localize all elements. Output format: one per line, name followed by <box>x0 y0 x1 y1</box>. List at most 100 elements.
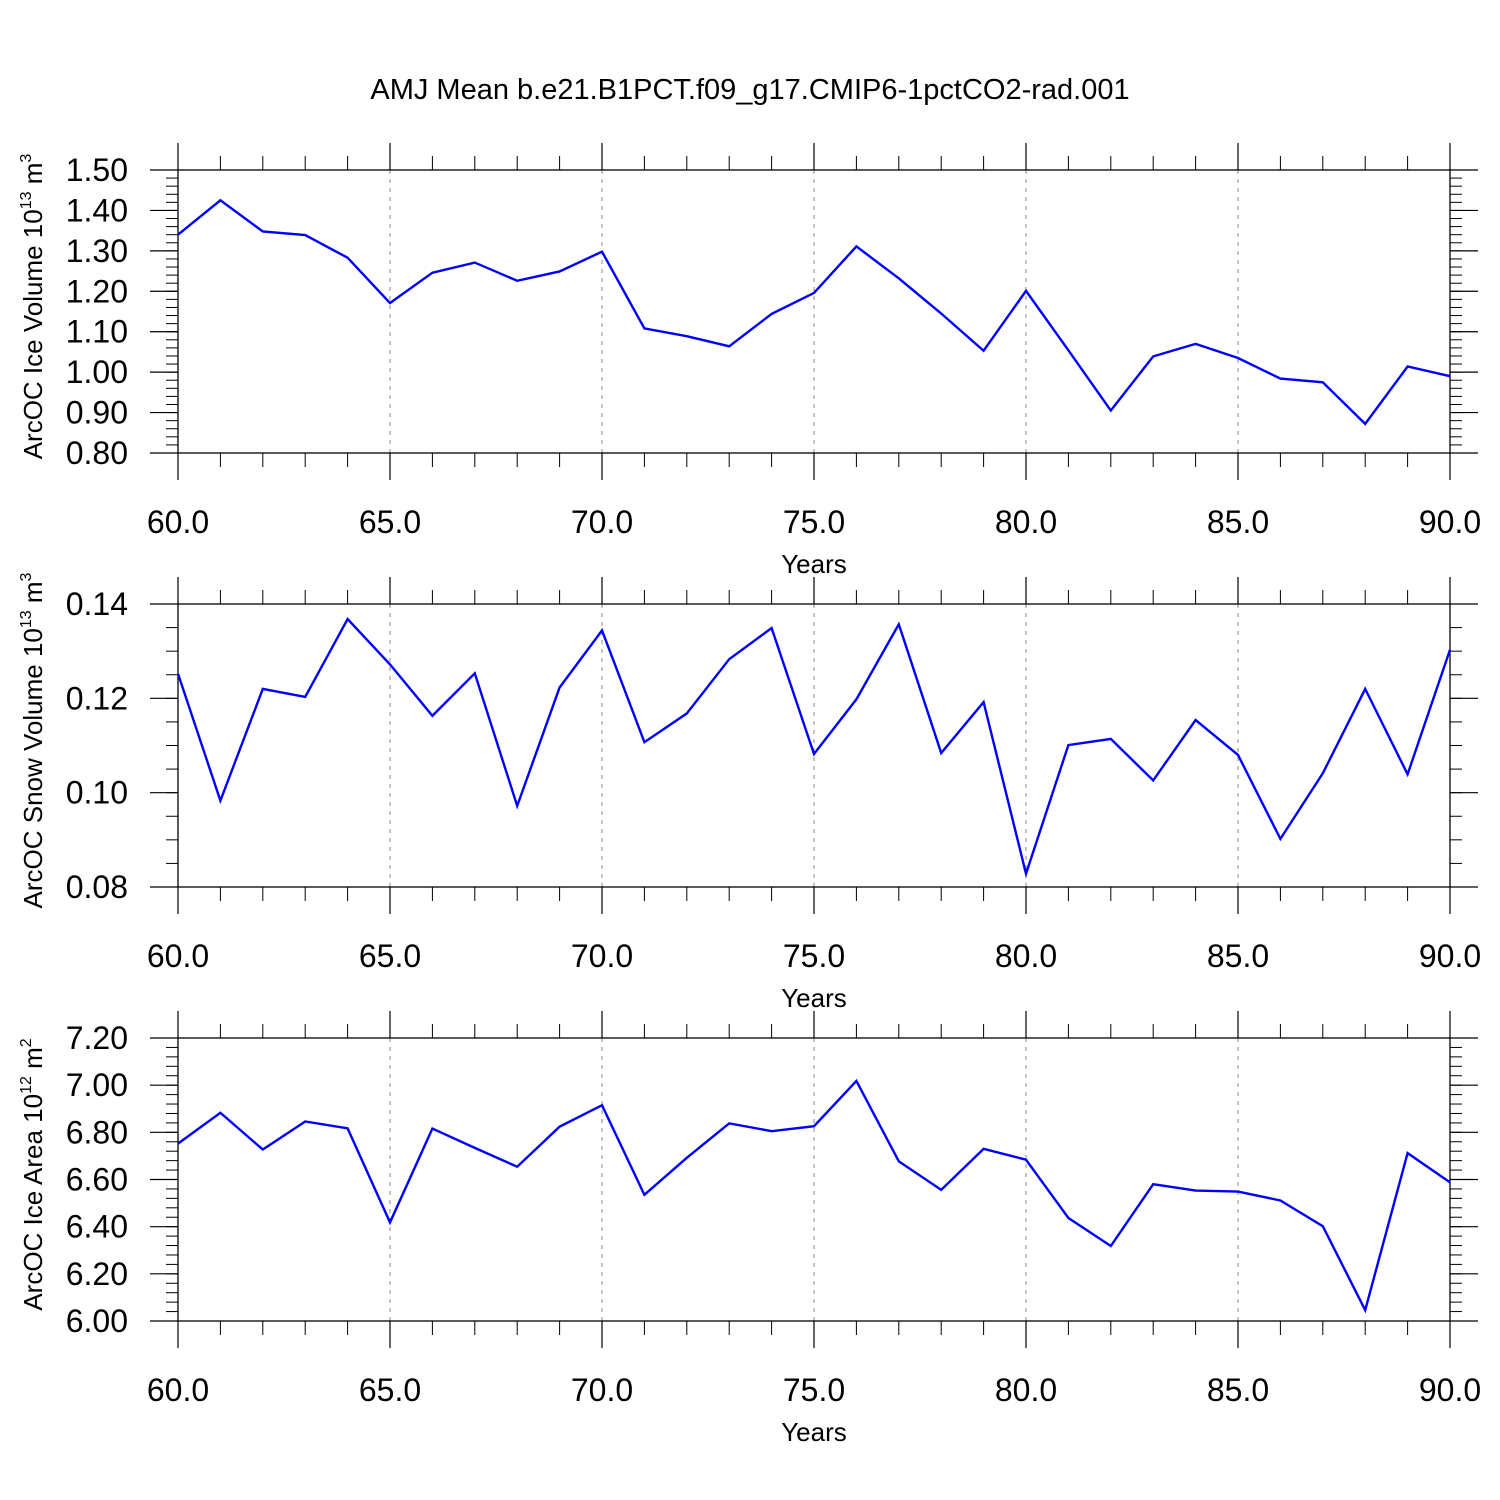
y-axis-label: ArcOC Ice Volume 1013 m3 <box>18 154 48 460</box>
data-point <box>1363 422 1367 426</box>
x-tick-label: 75.0 <box>783 938 845 974</box>
y-tick-label: 6.80 <box>66 1114 128 1150</box>
x-tick-label: 85.0 <box>1207 1372 1269 1408</box>
chart-panel-3: 60.0 65.0 70.0 75.0 80.0 85.0 90.0 6.00 6.20 6.40… <box>18 1011 1481 1447</box>
y-tick-label: 0.12 <box>66 680 128 716</box>
data-point <box>812 1124 816 1128</box>
data-point <box>261 229 265 233</box>
x-tick-label: 85.0 <box>1207 504 1269 540</box>
y-tick-label: 0.90 <box>66 395 128 431</box>
data-point <box>1024 1158 1028 1162</box>
data-point <box>1236 1190 1240 1194</box>
y-tick-label: 1.20 <box>66 273 128 309</box>
x-axis-label: Years <box>781 549 847 579</box>
data-point <box>982 1147 986 1151</box>
data-point <box>346 1126 350 1130</box>
data-point <box>1109 409 1113 413</box>
plot-frame <box>177 169 1451 454</box>
x-tick-label: 60.0 <box>147 1372 209 1408</box>
data-point <box>1406 364 1410 368</box>
data-point <box>600 1103 604 1107</box>
y-tick-label: 1.10 <box>66 314 128 350</box>
data-point <box>1151 354 1155 358</box>
data-point <box>854 697 858 701</box>
x-tick-label: 80.0 <box>995 504 1057 540</box>
y-tick-label: 1.40 <box>66 192 128 228</box>
x-tick-label: 80.0 <box>995 938 1057 974</box>
x-tick-label: 65.0 <box>359 1372 421 1408</box>
data-point <box>1066 743 1070 747</box>
data-point <box>430 1127 434 1131</box>
data-point <box>473 671 477 675</box>
data-point <box>388 662 392 666</box>
data-point <box>685 1156 689 1160</box>
y-tick-label: 1.30 <box>66 233 128 269</box>
data-point <box>1194 1189 1198 1193</box>
data-point <box>642 740 646 744</box>
y-tick-label: 0.08 <box>66 869 128 905</box>
x-tick-label: 70.0 <box>571 504 633 540</box>
data-point <box>558 1125 562 1129</box>
x-tick-label: 75.0 <box>783 504 845 540</box>
y-tick-label: 1.50 <box>66 152 128 188</box>
x-tick-label: 70.0 <box>571 1372 633 1408</box>
x-tick-label: 90.0 <box>1419 504 1481 540</box>
data-point <box>261 687 265 691</box>
data-point <box>1363 1308 1367 1312</box>
data-point <box>685 334 689 338</box>
y-tick-label: 6.00 <box>66 1303 128 1339</box>
data-point <box>1278 377 1282 381</box>
data-point <box>1109 737 1113 741</box>
data-point <box>218 198 222 202</box>
data-point <box>558 269 562 273</box>
data-point <box>600 250 604 254</box>
data-point <box>854 1079 858 1083</box>
data-point <box>897 622 901 626</box>
plot-frame <box>177 1037 1451 1322</box>
data-point <box>727 657 731 661</box>
data-point <box>812 291 816 295</box>
data-point <box>1194 342 1198 346</box>
data-point <box>346 617 350 621</box>
data-point <box>303 695 307 699</box>
data-point <box>770 626 774 630</box>
y-tick-label: 6.20 <box>66 1256 128 1292</box>
data-point <box>1321 771 1325 775</box>
x-tick-label: 60.0 <box>147 504 209 540</box>
y-tick-label: 0.80 <box>66 435 128 471</box>
y-tick-label: 0.14 <box>66 586 128 622</box>
x-tick-label: 85.0 <box>1207 938 1269 974</box>
data-point <box>1363 687 1367 691</box>
data-point <box>1448 1180 1452 1184</box>
data-point <box>515 804 519 808</box>
data-point <box>897 1159 901 1163</box>
data-point <box>642 1193 646 1197</box>
data-point <box>897 276 901 280</box>
data-point <box>770 312 774 316</box>
data-point <box>1321 380 1325 384</box>
data-point <box>1406 772 1410 776</box>
data-point <box>388 301 392 305</box>
x-tick-label: 75.0 <box>783 1372 845 1408</box>
x-tick-label: 90.0 <box>1419 1372 1481 1408</box>
data-point <box>176 233 180 237</box>
y-tick-label: 0.10 <box>66 775 128 811</box>
data-point <box>346 256 350 260</box>
data-point <box>1194 718 1198 722</box>
y-tick-label: 6.40 <box>66 1209 128 1245</box>
chart-title: AMJ Mean b.e21.B1PCT.f09_g17.CMIP6-1pctC… <box>370 74 1130 106</box>
data-point <box>388 1220 392 1224</box>
data-point <box>939 312 943 316</box>
data-point <box>1151 1182 1155 1186</box>
data-point <box>1024 872 1028 876</box>
data-point <box>1109 1244 1113 1248</box>
data-point <box>1024 289 1028 293</box>
data-point <box>1448 648 1452 652</box>
chart-panel-2: 60.0 65.0 70.0 75.0 80.0 85.0 90.0 0.08 0.10 0.12… <box>18 572 1481 1013</box>
series-line <box>177 1078 1451 1314</box>
data-point <box>1236 356 1240 360</box>
data-point <box>473 1146 477 1150</box>
y-tick-label: 7.00 <box>66 1067 128 1103</box>
data-point <box>939 751 943 755</box>
